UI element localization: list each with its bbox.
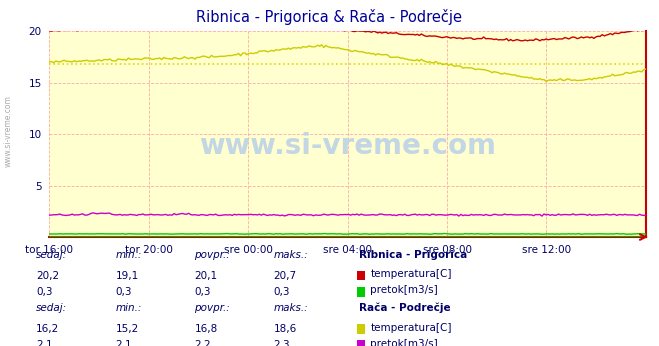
Text: povpr.:: povpr.: [194,303,230,313]
Text: 15,2: 15,2 [115,324,138,334]
Text: 20,7: 20,7 [273,271,297,281]
Text: www.si-vreme.com: www.si-vreme.com [199,133,496,161]
Text: maks.:: maks.: [273,303,308,313]
Text: 0,3: 0,3 [194,287,211,297]
Text: 19,1: 19,1 [115,271,138,281]
Text: www.si-vreme.com: www.si-vreme.com [3,95,13,167]
Text: temperatura[C]: temperatura[C] [370,269,452,279]
Text: Ribnica - Prigorica & Rača - Podrečje: Ribnica - Prigorica & Rača - Podrečje [196,9,463,25]
Text: maks.:: maks.: [273,250,308,260]
Text: sedaj:: sedaj: [36,303,67,313]
Text: povpr.:: povpr.: [194,250,230,260]
Text: 0,3: 0,3 [115,287,132,297]
Text: 2,3: 2,3 [273,340,290,346]
Text: sedaj:: sedaj: [36,250,67,260]
Text: 18,6: 18,6 [273,324,297,334]
Text: pretok[m3/s]: pretok[m3/s] [370,339,438,346]
Text: 0,3: 0,3 [36,287,53,297]
Text: 0,3: 0,3 [273,287,290,297]
Text: temperatura[C]: temperatura[C] [370,323,452,333]
Text: min.:: min.: [115,303,142,313]
Text: 2,1: 2,1 [115,340,132,346]
Text: min.:: min.: [115,250,142,260]
Text: 20,2: 20,2 [36,271,59,281]
Text: 16,2: 16,2 [36,324,59,334]
Text: 20,1: 20,1 [194,271,217,281]
Text: 16,8: 16,8 [194,324,217,334]
Text: 2,2: 2,2 [194,340,211,346]
Text: Ribnica - Prigorica: Ribnica - Prigorica [359,250,467,260]
Text: pretok[m3/s]: pretok[m3/s] [370,285,438,295]
Text: 2,1: 2,1 [36,340,53,346]
Text: Rača - Podrečje: Rača - Podrečje [359,303,451,313]
